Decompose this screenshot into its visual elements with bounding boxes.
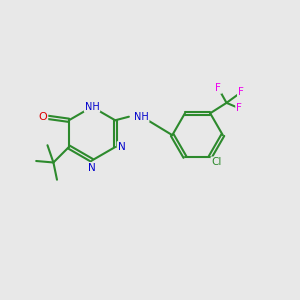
Text: N: N (118, 142, 125, 152)
Text: F: F (215, 83, 221, 93)
Text: Cl: Cl (212, 158, 222, 167)
Text: NH: NH (85, 102, 99, 112)
Text: F: F (238, 88, 244, 98)
Text: N: N (88, 163, 96, 173)
Text: O: O (39, 112, 47, 122)
Text: NH: NH (134, 112, 149, 122)
Text: F: F (236, 103, 242, 113)
